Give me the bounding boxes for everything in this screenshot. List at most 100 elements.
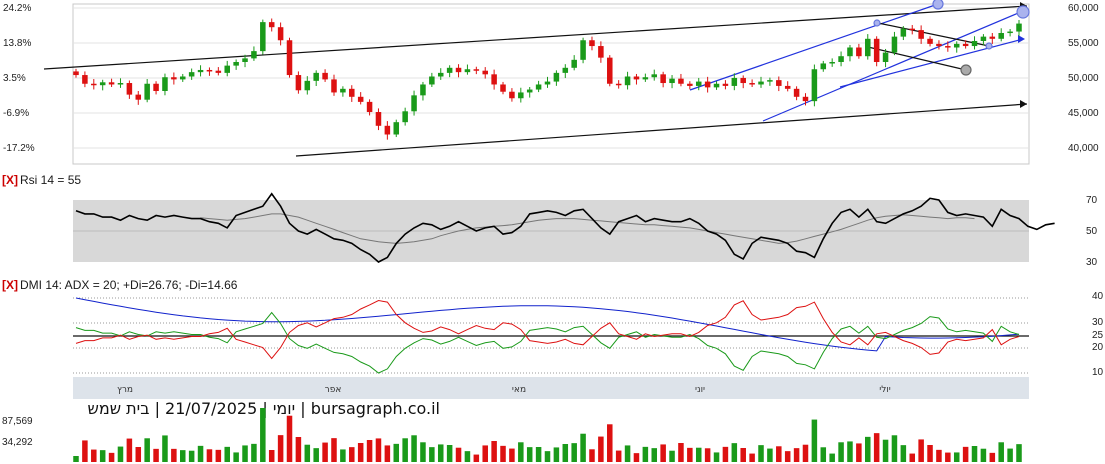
candle-body <box>402 111 408 123</box>
candle <box>633 73 640 85</box>
candle <box>909 25 916 35</box>
volume-axis-label: 87,569 <box>2 416 33 427</box>
handle-icon[interactable] <box>873 19 881 27</box>
volume-bar <box>811 419 818 462</box>
close-rsi-button[interactable]: [X] <box>2 173 18 187</box>
candle <box>437 68 444 80</box>
candle <box>713 81 720 90</box>
candle <box>500 81 506 95</box>
candle <box>393 119 400 138</box>
candle-body <box>687 83 693 86</box>
candle-body <box>375 112 382 126</box>
volume-bar <box>687 447 693 462</box>
left-axis-label: 13.8% <box>3 38 31 49</box>
volume-bar <box>313 448 319 462</box>
candle-body <box>446 67 453 73</box>
volume-bar <box>206 449 213 462</box>
candle-body <box>758 81 764 85</box>
volume-bar <box>304 444 311 462</box>
volume-bar <box>678 443 684 462</box>
candle-body <box>349 88 355 97</box>
volume-bar <box>340 449 346 462</box>
candle <box>562 64 569 79</box>
handle-icon[interactable] <box>1016 5 1030 19</box>
volume-bar <box>669 450 675 462</box>
handle-icon[interactable] <box>932 0 944 10</box>
dmi-axis-label: 25 <box>1092 330 1104 341</box>
candle <box>695 77 702 91</box>
volume-bar <box>268 450 275 462</box>
arrow-head-icon <box>1018 35 1025 43</box>
candle-body <box>162 77 168 91</box>
candle-body <box>722 83 729 86</box>
volume-bar <box>615 450 622 462</box>
channel-upper-line <box>689 3 939 91</box>
volume-bar <box>998 442 1004 462</box>
right-axis-label: 50,000 <box>1068 73 1099 84</box>
close-dmi-button[interactable]: [X] <box>2 278 18 292</box>
volume-bar <box>464 451 471 462</box>
candle-body <box>126 83 133 95</box>
candle-body <box>571 59 577 68</box>
candle-body <box>188 72 195 77</box>
handle-icon[interactable] <box>985 42 993 50</box>
volume-bar <box>624 445 631 462</box>
dmi-axis-label: 10 <box>1092 367 1104 378</box>
candle-body <box>393 122 400 135</box>
candle-body <box>633 76 640 80</box>
candle-body <box>704 81 711 88</box>
candle <box>945 41 951 52</box>
month-axis-bar <box>73 377 1029 399</box>
price-panel <box>72 3 1030 165</box>
candle-body <box>927 38 933 44</box>
candle <box>162 73 168 96</box>
rsi-line <box>75 192 1055 263</box>
volume-bar <box>695 447 702 462</box>
candle <box>589 36 595 51</box>
adx-line <box>75 297 1020 352</box>
month-label: יולי <box>879 385 891 395</box>
candle-body <box>695 81 702 86</box>
volume-bar <box>776 446 782 462</box>
candle-body <box>224 65 230 73</box>
candle <box>420 81 426 101</box>
candle <box>962 40 969 49</box>
candle <box>829 58 835 67</box>
candle <box>553 70 560 86</box>
price-grid <box>73 7 1029 149</box>
volume-bar <box>598 436 604 462</box>
month-label: מרץ <box>117 385 133 395</box>
candle <box>571 55 577 71</box>
candle <box>1007 29 1013 37</box>
candle-body <box>669 78 675 84</box>
candle-body <box>829 62 835 64</box>
volume-bar <box>856 443 862 462</box>
candle-body <box>900 28 907 37</box>
volume-bar <box>224 446 230 462</box>
candle <box>233 59 239 70</box>
candle-body <box>518 92 524 99</box>
candle-body <box>776 80 782 86</box>
candle <box>473 66 480 75</box>
left-axis-label: 24.2% <box>3 3 31 14</box>
candle <box>260 19 266 55</box>
candle <box>518 87 524 103</box>
candle <box>873 36 880 67</box>
volume-bar <box>1007 448 1013 462</box>
candle <box>429 72 435 88</box>
candle-body <box>865 38 871 57</box>
volume-bar <box>900 445 907 462</box>
candle-body <box>740 77 746 84</box>
candle <box>989 33 996 44</box>
candle-body <box>277 27 284 41</box>
volume-bar <box>704 448 711 462</box>
candle <box>953 41 960 53</box>
handle-icon[interactable] <box>960 64 972 76</box>
candle <box>936 40 942 50</box>
volume-bar <box>99 450 106 462</box>
volume-bar <box>153 448 159 462</box>
volume-bar <box>375 438 382 462</box>
candle <box>322 69 328 82</box>
arrow-head-icon <box>1020 100 1027 108</box>
candle <box>144 79 150 103</box>
